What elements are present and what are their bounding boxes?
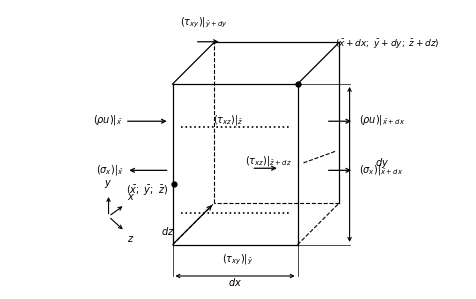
Text: $(\tau_{xy})|_{\bar{y}}$: $(\tau_{xy})|_{\bar{y}}$ [222, 252, 254, 267]
Text: $z$: $z$ [127, 234, 134, 244]
Text: $(\sigma_x)|_{\bar{x}+dx}$: $(\sigma_x)|_{\bar{x}+dx}$ [358, 163, 403, 177]
Text: $(\bar{x};\ \bar{y};\ \bar{z})$: $(\bar{x};\ \bar{y};\ \bar{z})$ [126, 184, 168, 198]
Text: $(\bar{x}+dx;\ \bar{y}+dy;\ \bar{z}+dz)$: $(\bar{x}+dx;\ \bar{y}+dy;\ \bar{z}+dz)$ [335, 37, 439, 50]
Text: $(\sigma_x)|_{\bar{x}}$: $(\sigma_x)|_{\bar{x}}$ [96, 163, 123, 177]
Text: $(\tau_{xz})|_{\bar{z}}$: $(\tau_{xz})|_{\bar{z}}$ [213, 113, 243, 127]
Text: $(\rho u)|_{\bar{x}}$: $(\rho u)|_{\bar{x}}$ [92, 113, 122, 127]
Text: $(\tau_{xz})|_{\bar{z}+dz}$: $(\tau_{xz})|_{\bar{z}+dz}$ [246, 154, 292, 168]
Text: $dx$: $dx$ [228, 276, 242, 288]
Text: $y$: $y$ [104, 178, 113, 190]
Text: $(\tau_{xy})|_{\bar{y}+dy}$: $(\tau_{xy})|_{\bar{y}+dy}$ [180, 16, 228, 30]
Text: $x$: $x$ [127, 192, 135, 202]
Text: $(\rho u)|_{\bar{x}+dx}$: $(\rho u)|_{\bar{x}+dx}$ [358, 113, 405, 127]
Text: $dz$: $dz$ [160, 225, 174, 237]
Text: $dy$: $dy$ [375, 156, 389, 170]
